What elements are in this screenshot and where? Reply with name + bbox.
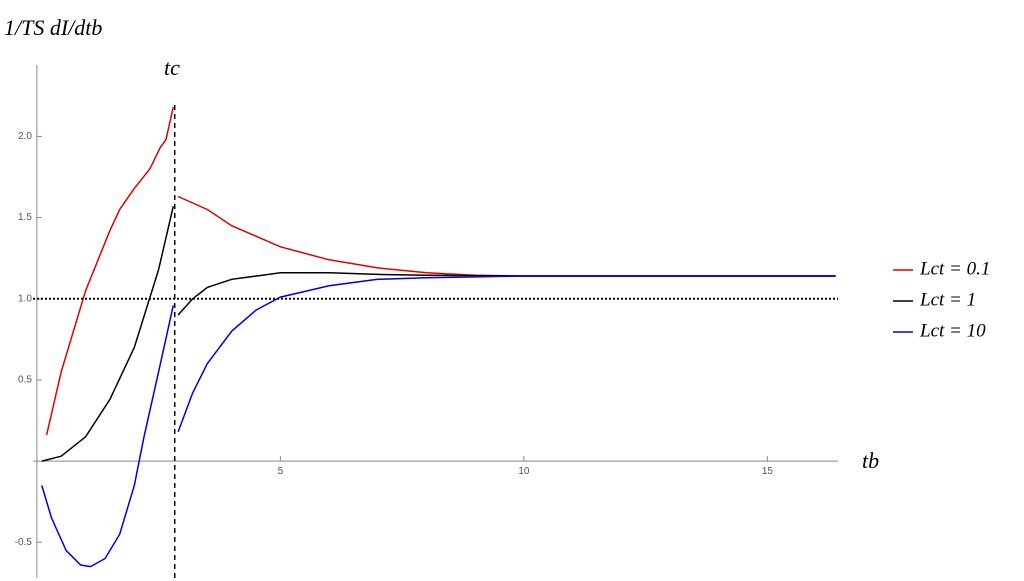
x-tick-label: 10 (518, 466, 530, 477)
legend-label: Lct = 1 (919, 289, 976, 310)
y-tick-label: 2.0 (18, 131, 32, 142)
vline-label: tc (164, 55, 180, 80)
y-tick-label: 0.5 (18, 375, 32, 386)
x-tick-label: 5 (278, 466, 284, 477)
y-tick-label: -0.5 (15, 537, 33, 548)
series-line (41, 206, 836, 462)
legend-label: Lct = 10 (919, 320, 986, 341)
legend-label: Lct = 0.1 (919, 258, 990, 279)
x-tick-label: 15 (762, 466, 774, 477)
series-line (41, 275, 836, 568)
y-tick-label: 1.5 (18, 212, 32, 223)
series-line (45, 107, 836, 436)
y-tick-label: 1.0 (18, 293, 32, 304)
y-axis-label: 1/TS dI/dtb (4, 15, 102, 40)
x-axis-label: tb (862, 448, 879, 473)
